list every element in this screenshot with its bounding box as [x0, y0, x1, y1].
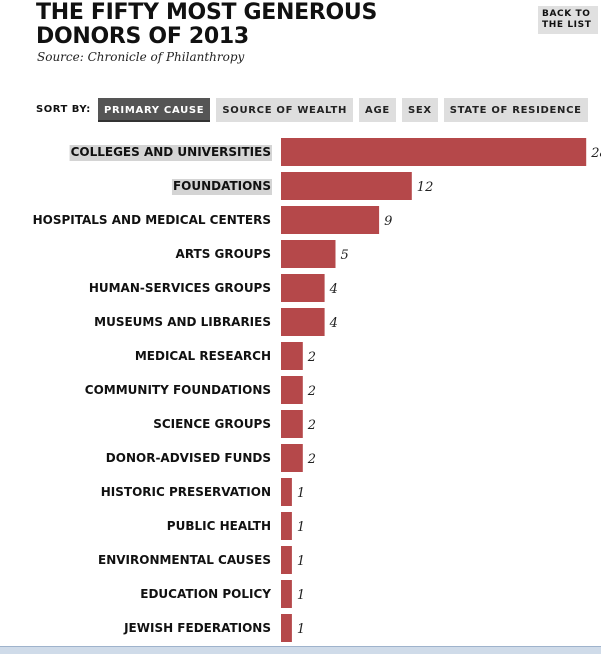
- category-label-education-policy[interactable]: EDUCATION POLICY: [140, 587, 271, 601]
- category-label-public-health[interactable]: PUBLIC HEALTH: [167, 519, 271, 533]
- category-label-jewish-federations[interactable]: JEWISH FEDERATIONS: [123, 621, 271, 635]
- bar-museums-and-libraries[interactable]: [281, 308, 325, 336]
- category-label-human-services-groups[interactable]: HUMAN-SERVICES GROUPS: [89, 281, 271, 295]
- bar-medical-research[interactable]: [281, 342, 303, 370]
- bar-chart: COLLEGES AND UNIVERSITIES28FOUNDATIONS12…: [33, 138, 601, 642]
- back-to-list-button[interactable]: BACK TO THE LIST: [538, 6, 598, 34]
- value-label-science-groups: 2: [307, 418, 316, 433]
- page-title: THE FIFTY MOST GENEROUS DONORS OF 2013: [36, 1, 456, 49]
- value-label-medical-research: 2: [307, 350, 316, 365]
- sort-label: SORT BY:: [36, 104, 91, 115]
- category-label-hospitals-and-medical-centers[interactable]: HOSPITALS AND MEDICAL CENTERS: [33, 213, 271, 227]
- value-label-hospitals-and-medical-centers: 9: [384, 214, 392, 229]
- bar-community-foundations[interactable]: [281, 376, 303, 404]
- category-label-community-foundations[interactable]: COMMUNITY FOUNDATIONS: [85, 383, 271, 397]
- bar-public-health[interactable]: [281, 512, 292, 540]
- bar-foundations[interactable]: [281, 172, 412, 200]
- category-label-museums-and-libraries[interactable]: MUSEUMS AND LIBRARIES: [94, 315, 271, 329]
- value-label-jewish-federations: 1: [297, 622, 305, 637]
- value-label-donor-advised-funds: 2: [307, 452, 316, 467]
- sort-options: PRIMARY CAUSE SOURCE OF WEALTH AGE SEX S…: [98, 98, 588, 122]
- category-label-foundations[interactable]: FOUNDATIONS: [173, 179, 271, 193]
- category-label-arts-groups[interactable]: ARTS GROUPS: [176, 247, 271, 261]
- sort-sex-button[interactable]: SEX: [401, 98, 438, 122]
- sort-state-of-residence-button[interactable]: STATE OF RESIDENCE: [443, 98, 588, 122]
- bar-hospitals-and-medical-centers[interactable]: [281, 206, 380, 234]
- value-label-arts-groups: 5: [341, 248, 349, 263]
- title-line-2: DONORS OF 2013: [36, 24, 249, 49]
- value-label-foundations: 12: [417, 180, 434, 195]
- back-button-line-1: BACK TO: [542, 9, 591, 19]
- value-label-museums-and-libraries: 4: [329, 316, 338, 331]
- source-caption: Source: Chronicle of Philanthropy: [37, 50, 245, 64]
- sort-source-of-wealth-button[interactable]: SOURCE OF WEALTH: [216, 98, 354, 122]
- category-label-colleges-and-universities[interactable]: COLLEGES AND UNIVERSITIES: [71, 145, 271, 159]
- category-label-environmental-causes[interactable]: ENVIRONMENTAL CAUSES: [98, 553, 271, 567]
- value-label-human-services-groups: 4: [329, 282, 338, 297]
- bar-environmental-causes[interactable]: [281, 546, 292, 574]
- bar-jewish-federations[interactable]: [281, 614, 292, 642]
- back-button-line-2: THE LIST: [542, 20, 592, 30]
- sort-primary-cause-button[interactable]: PRIMARY CAUSE: [98, 98, 211, 122]
- value-label-historic-preservation: 1: [297, 486, 305, 501]
- bar-arts-groups[interactable]: [281, 240, 336, 268]
- title-line-1: THE FIFTY MOST GENEROUS: [36, 0, 378, 25]
- value-label-community-foundations: 2: [307, 384, 316, 399]
- value-label-colleges-and-universities: 28: [590, 146, 601, 161]
- value-label-public-health: 1: [297, 520, 305, 535]
- bar-education-policy[interactable]: [281, 580, 292, 608]
- bar-historic-preservation[interactable]: [281, 478, 292, 506]
- bar-colleges-and-universities[interactable]: [281, 138, 587, 166]
- sort-age-button[interactable]: AGE: [359, 98, 396, 122]
- category-highlight-foundations: [171, 179, 272, 195]
- value-label-education-policy: 1: [297, 588, 305, 603]
- os-taskbar: [0, 646, 601, 654]
- value-label-environmental-causes: 1: [297, 554, 305, 569]
- category-label-science-groups[interactable]: SCIENCE GROUPS: [153, 417, 271, 431]
- bar-donor-advised-funds[interactable]: [281, 444, 303, 472]
- bar-human-services-groups[interactable]: [281, 274, 325, 302]
- category-label-historic-preservation[interactable]: HISTORIC PRESERVATION: [101, 485, 271, 499]
- category-label-medical-research[interactable]: MEDICAL RESEARCH: [135, 349, 271, 363]
- bar-science-groups[interactable]: [281, 410, 303, 438]
- category-label-donor-advised-funds[interactable]: DONOR-ADVISED FUNDS: [106, 451, 271, 465]
- category-highlight-colleges-and-universities: [69, 145, 272, 161]
